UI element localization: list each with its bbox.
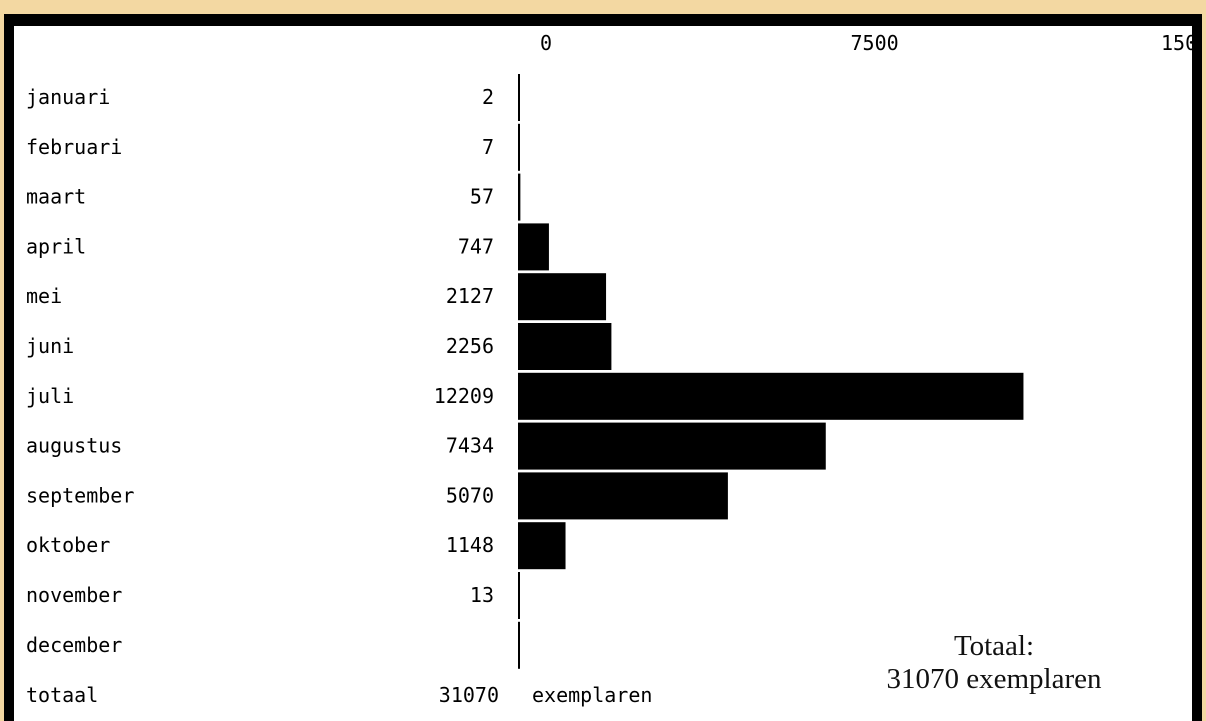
value-label: 747	[458, 234, 494, 258]
category-label: december	[26, 633, 122, 657]
bar-group	[518, 74, 1024, 669]
category-label: oktober	[26, 533, 110, 557]
bar	[518, 472, 728, 520]
bar	[518, 422, 826, 470]
tick-label: 15000	[1161, 31, 1192, 55]
bar	[518, 223, 549, 271]
value-label: 7	[482, 135, 494, 159]
category-label: februari	[26, 135, 122, 159]
total-annotation-title: Totaal:	[953, 630, 1035, 662]
category-label: november	[26, 583, 122, 607]
category-label: maart	[26, 185, 86, 209]
bar	[518, 273, 607, 321]
value-label-group: 2 7 57 747 2127 2256 12209 7434 5070 1148 13	[434, 85, 494, 607]
total-unit: exemplaren	[532, 683, 652, 707]
bar	[518, 572, 520, 619]
category-label: augustus	[26, 434, 122, 458]
tick-label: 0	[540, 31, 552, 55]
chart-panel: 0750015000 januarifebruarimaartaprilmeij…	[14, 26, 1192, 721]
value-label: 12209	[434, 384, 494, 408]
total-annotation-value: 31070 exemplaren	[886, 663, 1102, 695]
value-label: 1148	[446, 533, 494, 557]
bar	[518, 123, 520, 171]
value-label: 57	[470, 185, 494, 209]
category-label: juni	[26, 334, 74, 358]
value-label: 7434	[446, 434, 494, 458]
bar	[518, 74, 520, 121]
category-label: juli	[26, 384, 74, 408]
bar	[518, 173, 521, 221]
value-label: 2256	[446, 334, 494, 358]
category-label: januari	[26, 85, 110, 109]
value-label: 5070	[446, 483, 494, 507]
total-label: totaal	[26, 683, 98, 707]
bar	[518, 621, 520, 669]
total-row: totaal 31070 exemplaren	[26, 683, 652, 707]
total-value: 31070	[439, 683, 499, 707]
value-label: 2	[482, 85, 494, 109]
category-label-group: januari februari maart april mei juni juli augu…	[26, 85, 134, 657]
tick-label: 7500	[851, 31, 899, 55]
bar	[518, 522, 566, 570]
value-label: 2127	[446, 284, 494, 308]
bar	[518, 372, 1024, 420]
category-label: mei	[26, 284, 62, 308]
category-label: april	[26, 234, 86, 258]
bar-chart: 0750015000 januarifebruarimaartaprilmeij…	[26, 31, 1192, 707]
category-label: september	[26, 483, 134, 507]
tick-label-group: 0 7500 15000	[540, 31, 1192, 55]
value-label: 13	[470, 583, 494, 607]
total-annotation: Totaal: 31070 exemplaren	[844, 630, 1144, 696]
bar	[518, 323, 612, 370]
